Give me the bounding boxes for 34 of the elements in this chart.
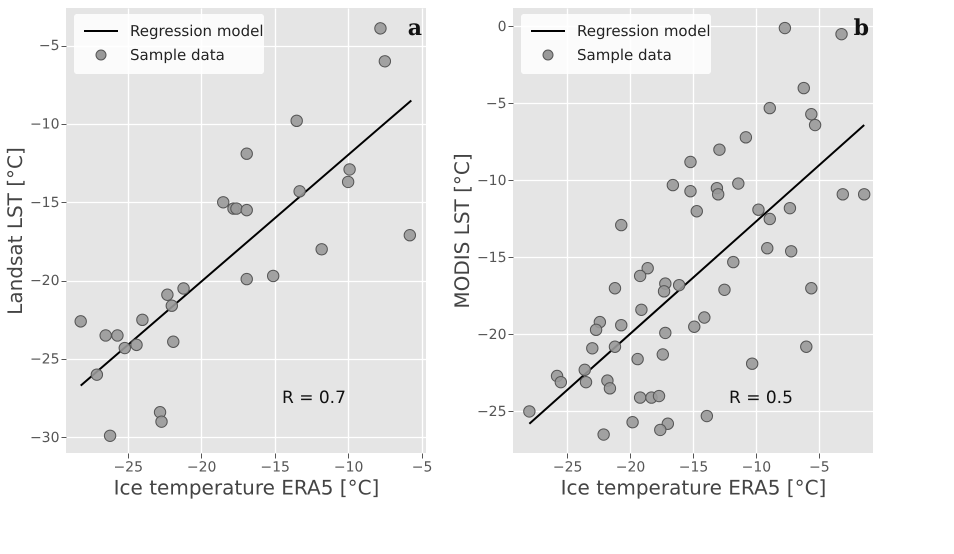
annotation: a <box>408 15 422 41</box>
x-axis-title: Ice temperature ERA5 [°C] <box>114 476 380 500</box>
legend-label: Regression model <box>577 22 711 40</box>
y-tick-label: −20 <box>30 273 60 290</box>
x-tick-label: −5 <box>809 460 830 476</box>
y-tick-label: −30 <box>30 430 60 446</box>
y-tick-label: −25 <box>30 351 60 368</box>
y-tick-label: 0 <box>498 18 506 35</box>
legend-label: Sample data <box>130 46 225 64</box>
y-axis-title: Landsat LST [°C] <box>2 147 27 315</box>
x-tick-label: −20 <box>186 460 216 476</box>
x-tick-label: −10 <box>334 460 364 476</box>
x-axis-title: Ice temperature ERA5 [°C] <box>560 476 826 500</box>
x-tick-label: −15 <box>678 460 708 476</box>
legend-label: Regression model <box>130 22 264 40</box>
y-tick-label: −5 <box>38 38 60 54</box>
x-tick-label: −15 <box>260 460 290 476</box>
x-tick-label: −20 <box>616 460 646 476</box>
x-tick-label: −5 <box>412 460 432 476</box>
y-tick-label: −10 <box>30 116 60 132</box>
y-tick-label: −10 <box>476 172 506 189</box>
y-tick-label: −25 <box>476 404 506 420</box>
x-tick-label: −25 <box>113 460 143 476</box>
y-tick-label: −5 <box>486 96 506 112</box>
y-tick-label: −15 <box>30 194 60 211</box>
annotation: R = 0.5 <box>729 388 793 408</box>
x-tick-label: −25 <box>552 460 582 476</box>
y-tick-label: −20 <box>476 326 506 343</box>
y-axis-title: MODIS LST [°C] <box>450 153 474 309</box>
annotation: R = 0.7 <box>282 388 346 408</box>
y-tick-label: −15 <box>476 250 506 266</box>
legend-label: Sample data <box>577 46 672 64</box>
annotation: b <box>854 15 869 41</box>
x-tick-label: −10 <box>742 460 772 476</box>
